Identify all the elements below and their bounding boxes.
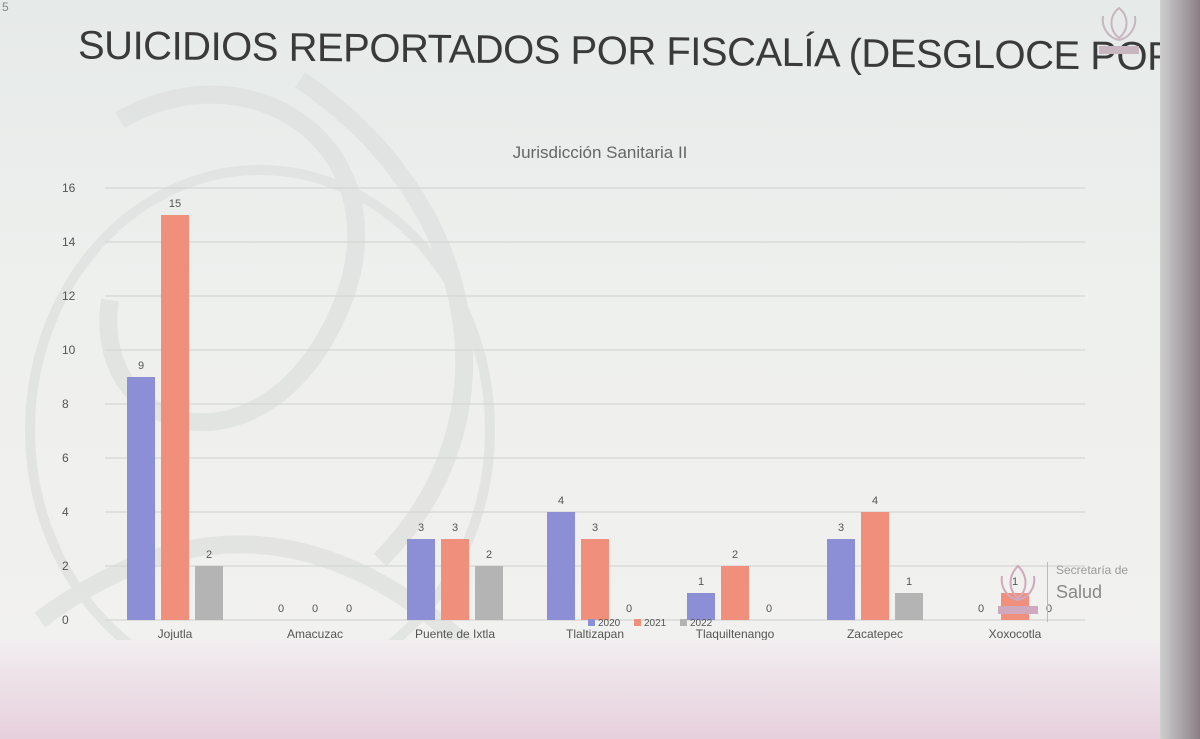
data-label: 1 [1012, 576, 1018, 588]
data-label: 9 [138, 360, 144, 372]
brand-divider [1047, 562, 1048, 622]
bar-2020 [687, 593, 715, 620]
brand-secretaria-text: Secretaría de [1056, 563, 1129, 577]
brand-salud-text: Salud [1056, 582, 1103, 602]
data-label: 0 [278, 603, 284, 615]
chart-title: Jurisdicción Sanitaria II [512, 143, 688, 162]
y-tick-label: 8 [62, 397, 69, 411]
footer-morelos-logo [990, 560, 1140, 624]
category-label: Tlaquiltenango [696, 627, 775, 641]
screen-edge [1160, 0, 1200, 739]
y-tick-label: 12 [62, 289, 76, 303]
y-tick-label: 4 [62, 505, 69, 519]
category-label: Jojutla [158, 627, 193, 641]
legend-label: 2022 [690, 618, 713, 629]
data-label: 2 [732, 549, 738, 561]
bar-2022 [895, 593, 923, 620]
bar-2022 [475, 566, 503, 620]
bar-2021 [161, 215, 189, 620]
data-label: 3 [838, 522, 844, 534]
bar-2022 [195, 566, 223, 620]
legend-swatch-2022 [680, 619, 687, 626]
data-label: 0 [766, 603, 772, 615]
data-label: 4 [872, 495, 878, 507]
category-label: Xoxocotla [989, 627, 1042, 641]
category-label: Tlaltizapan [566, 627, 624, 641]
slide-corner-number: 5 [2, 0, 9, 14]
data-label: 3 [592, 522, 598, 534]
data-label: 0 [1046, 603, 1052, 615]
y-tick-label: 6 [62, 451, 69, 465]
bar-2021 [441, 539, 469, 620]
morelos-logo [1093, 2, 1145, 58]
legend-label: 2021 [644, 618, 667, 629]
bar-2021 [861, 512, 889, 620]
data-label: 2 [206, 549, 212, 561]
legend-swatch-2021 [634, 619, 641, 626]
data-label: 0 [626, 603, 632, 615]
bar-2020 [407, 539, 435, 620]
data-label: 0 [312, 603, 318, 615]
y-tick-label: 14 [62, 235, 76, 249]
data-label: 0 [978, 603, 984, 615]
legend-label: 2020 [598, 618, 621, 629]
bar-2020 [547, 512, 575, 620]
bar-2020 [827, 539, 855, 620]
y-tick-label: 2 [62, 559, 69, 573]
bar-2021 [581, 539, 609, 620]
bar-2020 [127, 377, 155, 620]
category-label: Puente de Ixtla [415, 627, 495, 641]
data-label: 1 [906, 576, 912, 588]
legend-swatch-2020 [588, 619, 595, 626]
data-label: 15 [169, 198, 181, 210]
y-tick-label: 0 [62, 613, 69, 627]
data-label: 3 [452, 522, 458, 534]
data-label: 3 [418, 522, 424, 534]
data-label: 0 [346, 603, 352, 615]
bar-2021 [721, 566, 749, 620]
y-tick-label: 10 [62, 343, 76, 357]
data-label: 2 [486, 549, 492, 561]
data-label: 1 [698, 576, 704, 588]
bottom-band [0, 640, 1200, 739]
y-tick-label: 16 [62, 181, 76, 195]
category-label: Amacuzac [287, 627, 343, 641]
data-label: 4 [558, 495, 564, 507]
category-label: Zacatepec [847, 627, 903, 641]
